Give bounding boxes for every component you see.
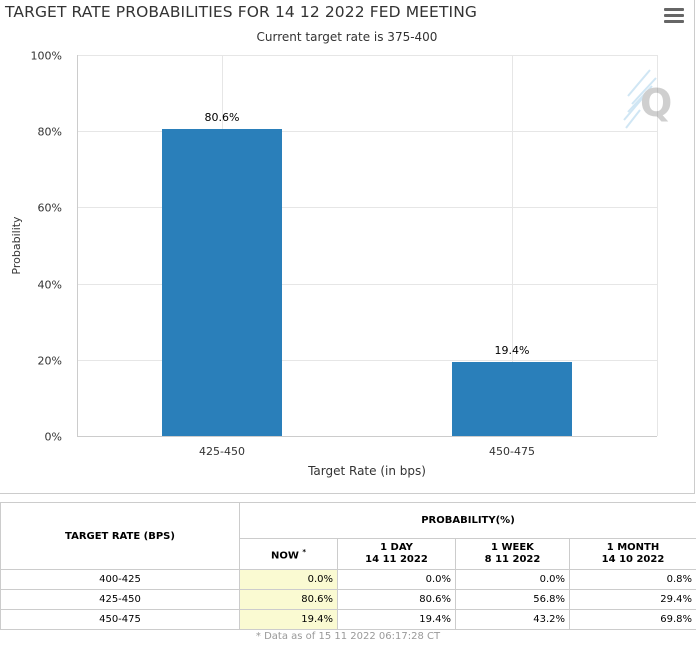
data-label: 80.6%: [205, 111, 240, 124]
y-tick-label: 20%: [38, 355, 62, 368]
bar-450-475: [452, 362, 572, 436]
y-tick-label: 100%: [31, 50, 62, 63]
target-rate-cell: 425-450: [0, 589, 240, 610]
table-row: 425-450 80.6% 80.6% 56.8% 29.4%: [0, 589, 696, 610]
y-tick-label: 60%: [38, 202, 62, 215]
target-rate-cell: 450-475: [0, 609, 240, 630]
probability-cell: 43.2%: [455, 609, 570, 630]
data-label: 19.4%: [495, 344, 530, 357]
probability-cell: 80.6%: [337, 589, 456, 610]
period-header-title: 1 DAY: [380, 541, 413, 553]
table-row: 450-475 19.4% 19.4% 43.2% 69.8%: [0, 609, 696, 630]
chart-panel: 0% 20% 40% 60% 80% 100% Q 80.6% 425-450 19.4% 450-…: [0, 0, 695, 494]
x-tick-label: 425-450: [199, 445, 245, 458]
bar-425-450: [162, 129, 282, 436]
quikstrike-q-logo: Q: [623, 69, 672, 129]
table-row: 400-425 0.0% 0.0% 0.0% 0.8%: [0, 569, 696, 590]
x-tick-label: 450-475: [489, 445, 535, 458]
period-header-date: 8 11 2022: [484, 553, 541, 565]
probability-cell: 29.4%: [569, 589, 696, 610]
period-header-title: 1 MONTH: [606, 541, 660, 553]
table-body: 400-425 0.0% 0.0% 0.0% 0.8% 425-450 80.6% 80.6%…: [0, 569, 696, 630]
now-probability-cell: 19.4%: [239, 609, 338, 630]
bar-chart: 0% 20% 40% 60% 80% 100% Q 80.6% 425-450 19.4% 450-…: [10, 50, 672, 479]
probability-cell: 69.8%: [569, 609, 696, 630]
probability-table: TARGET RATE (BPS) PROBABILITY(%) NOW * 1 …: [0, 502, 696, 630]
chart-subtitle: Current target rate is 375-400: [256, 30, 438, 44]
target-rate-cell: 400-425: [0, 569, 240, 590]
probability-cell: 0.8%: [569, 569, 696, 590]
period-header-0: NOW *: [239, 537, 338, 571]
probability-cell: 0.0%: [455, 569, 570, 590]
probability-cell: 56.8%: [455, 589, 570, 610]
x-axis-title: Target Rate (in bps): [307, 464, 426, 478]
period-header-date: 14 10 2022: [601, 553, 665, 565]
chart-title: TARGET RATE PROBABILITIES FOR 14 12 2022…: [5, 3, 477, 21]
y-tick-label: 80%: [38, 126, 62, 139]
target-rate-header: TARGET RATE (BPS): [0, 502, 240, 570]
period-header-3: 1 MONTH 14 10 2022: [569, 537, 696, 571]
period-header-2: 1 WEEK 8 11 2022: [455, 537, 570, 571]
probability-header: PROBABILITY(%): [239, 502, 696, 539]
period-header-1: 1 DAY 14 11 2022: [337, 537, 456, 571]
period-header-title: NOW *: [270, 547, 307, 561]
period-header-date: 14 11 2022: [365, 553, 428, 565]
probability-cell: 19.4%: [337, 609, 456, 630]
y-tick-label: 40%: [38, 279, 62, 292]
svg-text:Q: Q: [640, 81, 672, 125]
probability-cell: 0.0%: [337, 569, 456, 590]
hamburger-menu-icon[interactable]: [664, 8, 684, 26]
y-tick-label: 0%: [45, 431, 62, 444]
now-probability-cell: 80.6%: [239, 589, 338, 610]
footnote-marker: *: [302, 547, 307, 556]
y-axis-title: Probability: [10, 216, 23, 275]
now-probability-cell: 0.0%: [239, 569, 338, 590]
period-header-row: NOW * 1 DAY 14 11 2022 1 WEEK 8 11 2022 1 MON…: [1, 537, 696, 571]
probability-table-wrapper: TARGET RATE (BPS) PROBABILITY(%) NOW * 1 …: [0, 502, 696, 630]
data-timestamp-footnote: * Data as of 15 11 2022 06:17:28 CT: [255, 631, 441, 642]
period-header-title: 1 WEEK: [491, 541, 534, 553]
